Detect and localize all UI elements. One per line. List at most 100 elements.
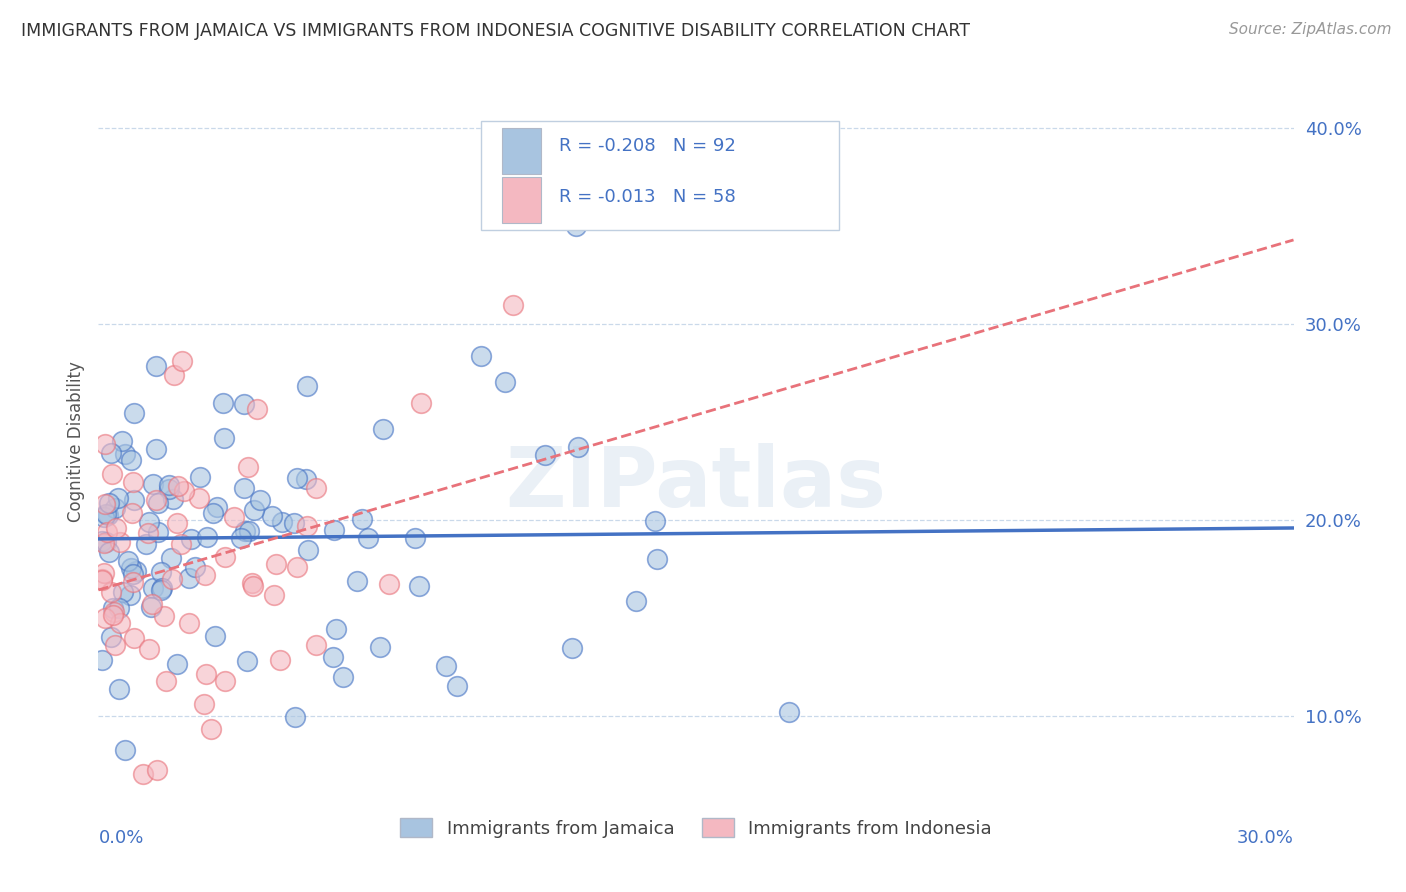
Point: [177, 571, 200, 585]
Point: [357, 531, 380, 545]
Point: [94, 437, 117, 451]
Point: [150, 583, 173, 598]
Point: [177, 616, 200, 631]
Point: [100, 584, 122, 599]
Text: R = -0.013   N = 58: R = -0.013 N = 58: [558, 188, 735, 206]
Point: [166, 657, 188, 672]
Point: [408, 579, 430, 593]
Point: [242, 579, 264, 593]
Point: [104, 639, 127, 653]
Point: [131, 767, 153, 781]
Point: [494, 375, 516, 389]
Point: [260, 509, 283, 524]
Point: [120, 588, 142, 602]
Point: [188, 491, 211, 505]
Text: ZIPatlas: ZIPatlas: [506, 443, 886, 524]
Point: [644, 514, 666, 528]
Point: [94, 507, 117, 521]
Point: [305, 639, 328, 653]
Point: [146, 496, 169, 510]
Point: [107, 491, 129, 505]
Point: [249, 493, 271, 508]
Point: [368, 640, 391, 655]
Point: [157, 482, 180, 496]
Point: [446, 679, 468, 693]
Point: [104, 501, 127, 516]
Point: [236, 459, 259, 474]
Text: 30.0%: 30.0%: [1237, 830, 1294, 847]
Point: [195, 530, 218, 544]
Point: [91, 573, 114, 587]
Point: [202, 506, 225, 520]
Point: [371, 422, 394, 436]
Point: [91, 573, 114, 587]
Point: [163, 368, 186, 383]
Point: [264, 557, 287, 571]
Legend: Immigrants from Jamaica, Immigrants from Indonesia: Immigrants from Jamaica, Immigrants from…: [392, 811, 1000, 845]
Point: [287, 471, 309, 485]
Point: [166, 516, 188, 531]
Point: [121, 475, 143, 489]
Point: [155, 674, 177, 689]
Point: [502, 297, 524, 311]
Point: [297, 543, 319, 558]
Point: [100, 446, 122, 460]
Point: [214, 550, 236, 565]
Point: [231, 531, 253, 545]
Point: [246, 402, 269, 417]
Point: [534, 448, 557, 462]
Point: [94, 535, 117, 549]
Point: [93, 509, 115, 524]
Point: [269, 653, 291, 667]
Point: [233, 524, 256, 539]
Point: [108, 682, 131, 697]
Point: [122, 406, 145, 420]
Point: [285, 559, 308, 574]
Point: [645, 551, 668, 566]
Point: [153, 608, 176, 623]
Point: [409, 396, 432, 410]
Point: [205, 500, 228, 515]
Point: [232, 482, 254, 496]
Point: [167, 479, 190, 493]
FancyBboxPatch shape: [481, 121, 839, 230]
Point: [122, 493, 145, 508]
Point: [470, 349, 492, 363]
Point: [194, 667, 217, 681]
Point: [404, 532, 426, 546]
Point: [141, 597, 163, 611]
Point: [377, 577, 399, 591]
Point: [188, 470, 211, 484]
Text: R = -0.208   N = 92: R = -0.208 N = 92: [558, 136, 735, 154]
Text: Source: ZipAtlas.com: Source: ZipAtlas.com: [1229, 22, 1392, 37]
Point: [117, 554, 139, 568]
Text: 0.0%: 0.0%: [98, 830, 143, 847]
Point: [139, 599, 162, 614]
Point: [122, 575, 145, 590]
Point: [120, 453, 142, 467]
Point: [162, 492, 184, 507]
Point: [111, 584, 134, 599]
Point: [243, 503, 266, 517]
Point: [111, 434, 134, 448]
Point: [125, 564, 148, 578]
Point: [169, 537, 191, 551]
Point: [146, 763, 169, 777]
Point: [138, 515, 160, 529]
Point: [567, 441, 589, 455]
Point: [297, 519, 319, 533]
Point: [242, 576, 264, 591]
Point: [561, 641, 583, 656]
Point: [145, 493, 167, 508]
Point: [346, 574, 368, 588]
Point: [263, 588, 285, 602]
Point: [295, 472, 318, 486]
Point: [145, 442, 167, 457]
Point: [222, 509, 245, 524]
Point: [283, 516, 305, 530]
Point: [236, 655, 259, 669]
FancyBboxPatch shape: [502, 178, 541, 223]
Point: [135, 537, 157, 551]
Point: [305, 481, 328, 495]
Point: [284, 709, 307, 723]
